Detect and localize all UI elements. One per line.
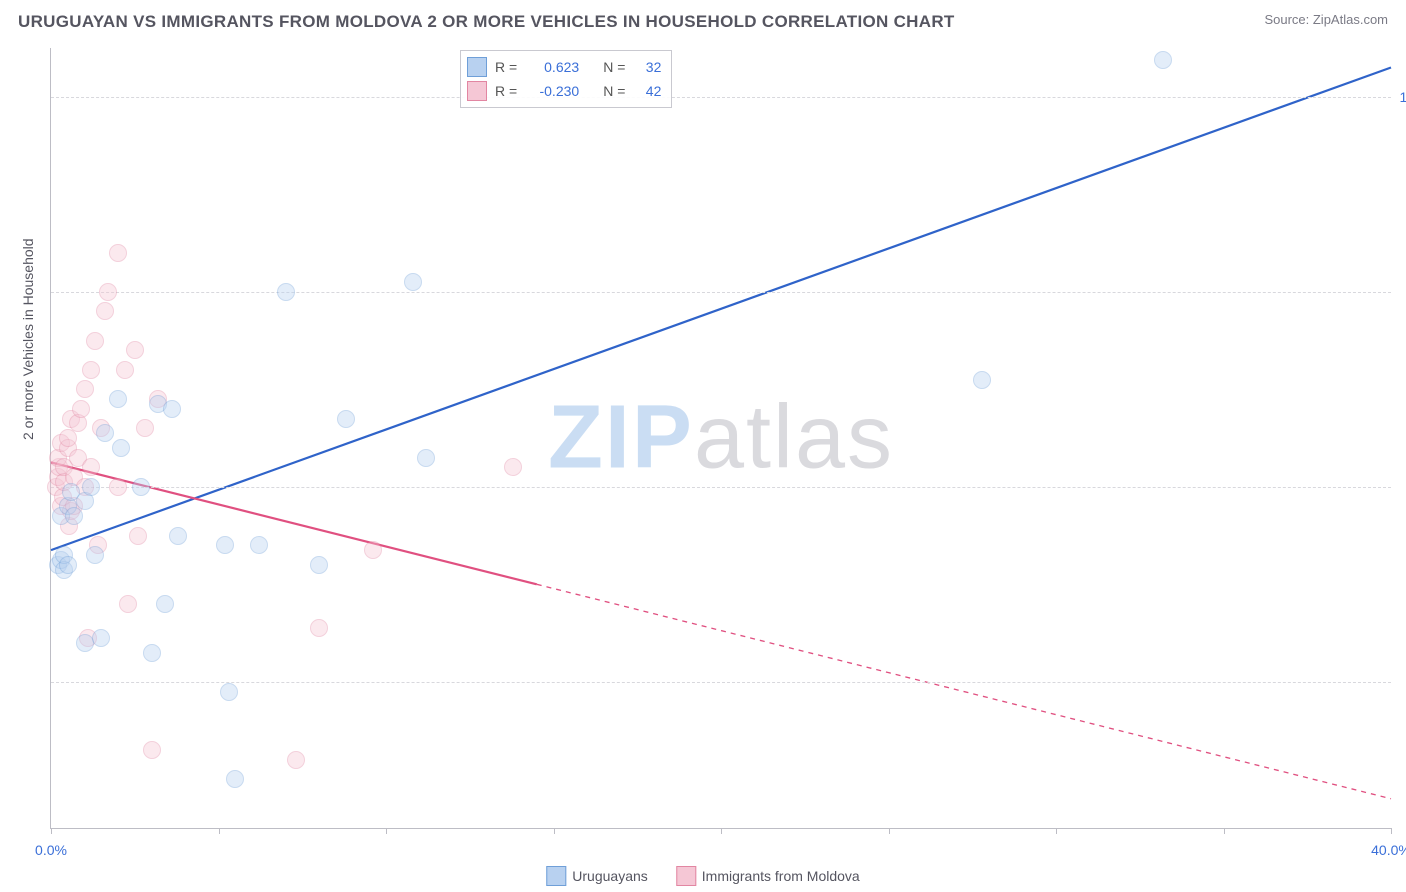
x-tick: [219, 828, 220, 834]
scatter-point-uruguayans: [109, 390, 127, 408]
legend-item-uruguayans: Uruguayans: [546, 866, 648, 886]
scatter-point-uruguayans: [216, 536, 234, 554]
scatter-point-uruguayans: [86, 546, 104, 564]
x-tick: [889, 828, 890, 834]
x-tick: [386, 828, 387, 834]
scatter-point-uruguayans: [404, 273, 422, 291]
scatter-point-moldova: [96, 302, 114, 320]
scatter-point-moldova: [287, 751, 305, 769]
scatter-point-uruguayans: [1154, 51, 1172, 69]
scatter-point-moldova: [504, 458, 522, 476]
scatter-point-uruguayans: [169, 527, 187, 545]
r-label: R =: [495, 59, 517, 75]
scatter-point-moldova: [116, 361, 134, 379]
legend-label: Uruguayans: [572, 868, 648, 884]
scatter-point-uruguayans: [277, 283, 295, 301]
n-value-uruguayans: 32: [633, 59, 661, 75]
trend-lines: [51, 48, 1391, 828]
scatter-point-uruguayans: [76, 634, 94, 652]
scatter-point-uruguayans: [220, 683, 238, 701]
scatter-point-moldova: [126, 341, 144, 359]
r-label: R =: [495, 83, 517, 99]
gridline: [51, 682, 1391, 683]
scatter-point-moldova: [136, 419, 154, 437]
stats-row-moldova: R = -0.230 N = 42: [467, 79, 661, 103]
x-tick-label: 40.0%: [1371, 842, 1406, 858]
scatter-point-moldova: [99, 283, 117, 301]
scatter-point-moldova: [109, 478, 127, 496]
scatter-point-moldova: [129, 527, 147, 545]
swatch-moldova: [467, 81, 487, 101]
scatter-point-uruguayans: [310, 556, 328, 574]
n-label: N =: [603, 83, 625, 99]
scatter-point-moldova: [310, 619, 328, 637]
r-value-moldova: -0.230: [525, 83, 579, 99]
scatter-point-moldova: [119, 595, 137, 613]
legend-item-moldova: Immigrants from Moldova: [676, 866, 860, 886]
scatter-point-uruguayans: [156, 595, 174, 613]
scatter-point-moldova: [82, 458, 100, 476]
scatter-point-uruguayans: [143, 644, 161, 662]
scatter-point-uruguayans: [973, 371, 991, 389]
scatter-point-uruguayans: [82, 478, 100, 496]
gridline: [51, 97, 1391, 98]
scatter-point-uruguayans: [337, 410, 355, 428]
scatter-point-moldova: [364, 541, 382, 559]
scatter-point-uruguayans: [96, 424, 114, 442]
scatter-point-moldova: [143, 741, 161, 759]
scatter-point-uruguayans: [92, 629, 110, 647]
scatter-point-uruguayans: [132, 478, 150, 496]
chart-title: URUGUAYAN VS IMMIGRANTS FROM MOLDOVA 2 O…: [18, 12, 955, 32]
scatter-point-moldova: [82, 361, 100, 379]
y-tick-label: 100.0%: [1400, 89, 1406, 105]
bottom-legend: Uruguayans Immigrants from Moldova: [546, 866, 859, 886]
x-tick: [1056, 828, 1057, 834]
x-tick: [721, 828, 722, 834]
swatch-uruguayans-icon: [546, 866, 566, 886]
x-tick: [1391, 828, 1392, 834]
gridline: [51, 487, 1391, 488]
y-axis-title: 2 or more Vehicles in Household: [20, 238, 36, 440]
n-label: N =: [603, 59, 625, 75]
scatter-point-uruguayans: [59, 556, 77, 574]
scatter-point-moldova: [86, 332, 104, 350]
r-value-uruguayans: 0.623: [525, 59, 579, 75]
x-tick-label: 0.0%: [35, 842, 67, 858]
scatter-point-uruguayans: [112, 439, 130, 457]
scatter-chart: ZIPatlas 40.0%60.0%80.0%100.0%0.0%40.0%: [50, 48, 1391, 829]
x-tick: [1224, 828, 1225, 834]
stats-legend: R = 0.623 N = 32 R = -0.230 N = 42: [460, 50, 672, 108]
swatch-uruguayans: [467, 57, 487, 77]
n-value-moldova: 42: [633, 83, 661, 99]
stats-row-uruguayans: R = 0.623 N = 32: [467, 55, 661, 79]
scatter-point-uruguayans: [226, 770, 244, 788]
scatter-point-uruguayans: [250, 536, 268, 554]
scatter-point-moldova: [109, 244, 127, 262]
scatter-point-uruguayans: [163, 400, 181, 418]
gridline: [51, 292, 1391, 293]
legend-label: Immigrants from Moldova: [702, 868, 860, 884]
swatch-moldova-icon: [676, 866, 696, 886]
scatter-point-moldova: [76, 380, 94, 398]
x-tick: [554, 828, 555, 834]
source-credit: Source: ZipAtlas.com: [1264, 12, 1388, 27]
scatter-point-moldova: [72, 400, 90, 418]
scatter-point-uruguayans: [417, 449, 435, 467]
x-tick: [51, 828, 52, 834]
